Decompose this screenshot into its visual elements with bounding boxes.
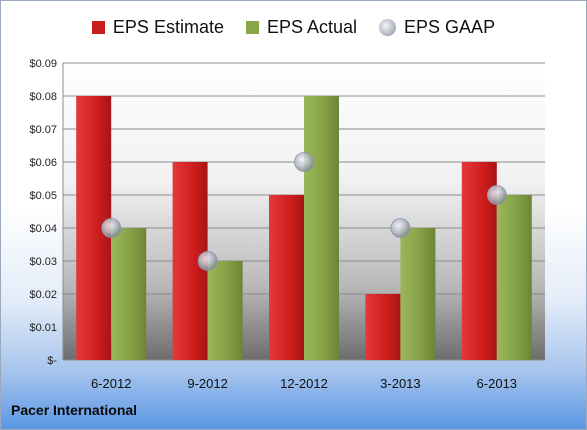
marker-eps-gaap [101, 218, 122, 238]
bar-eps-actual [400, 228, 436, 360]
bar-eps-estimate [269, 195, 304, 360]
bar-eps-actual [496, 195, 532, 360]
legend-item-gaap: EPS GAAP [379, 17, 495, 38]
x-axis-ticks: 6-2012 9-2012 12-2012 3-2013 6-2013 [91, 376, 517, 391]
x-tick-label: 12-2012 [280, 376, 328, 391]
legend-item-actual: EPS Actual [245, 17, 358, 38]
y-tick-label: $0.07 [29, 124, 57, 136]
y-tick-label: $0.04 [29, 223, 57, 235]
y-tick-label: $0.01 [29, 322, 57, 334]
y-tick-label: $0.09 [29, 58, 57, 70]
company-label: Pacer International [11, 402, 138, 418]
legend-label-gaap: EPS GAAP [404, 17, 496, 37]
y-tick-label: $0.03 [29, 256, 57, 268]
x-tick-label: 6-2013 [477, 376, 517, 391]
y-tick-label: $0.02 [29, 289, 57, 301]
bar-eps-actual [304, 96, 339, 360]
legend-swatch-actual [245, 21, 259, 34]
bar-eps-estimate [365, 294, 401, 360]
marker-eps-gaap [390, 218, 411, 238]
x-tick-label: 9-2012 [187, 376, 227, 391]
bars [76, 96, 532, 360]
y-axis-ticks: $- $0.01 $0.02 $0.03 $0.04 $0.05 $0.06 $0.07 $0.… [29, 58, 57, 367]
gaap-markers [101, 152, 507, 271]
x-tick-label: 6-2012 [91, 376, 131, 391]
bar-eps-actual [207, 261, 243, 360]
bar-eps-actual [111, 228, 147, 360]
legend: EPS Estimate EPS Actual EPS GAAP [1, 17, 586, 38]
y-tick-label: $0.06 [29, 157, 57, 169]
y-tick-label: $0.08 [29, 91, 57, 103]
marker-eps-gaap [197, 251, 218, 271]
legend-swatch-estimate [91, 21, 105, 34]
y-tick-label: $0.05 [29, 190, 57, 202]
legend-label-estimate: EPS Estimate [112, 17, 224, 37]
legend-label-actual: EPS Actual [266, 17, 358, 37]
x-tick-label: 3-2013 [380, 376, 420, 391]
legend-marker-gaap [379, 19, 397, 36]
marker-eps-gaap [294, 152, 314, 172]
marker-eps-gaap [486, 185, 507, 205]
legend-item-estimate: EPS Estimate [91, 17, 224, 38]
y-tick-label: $- [47, 355, 57, 367]
